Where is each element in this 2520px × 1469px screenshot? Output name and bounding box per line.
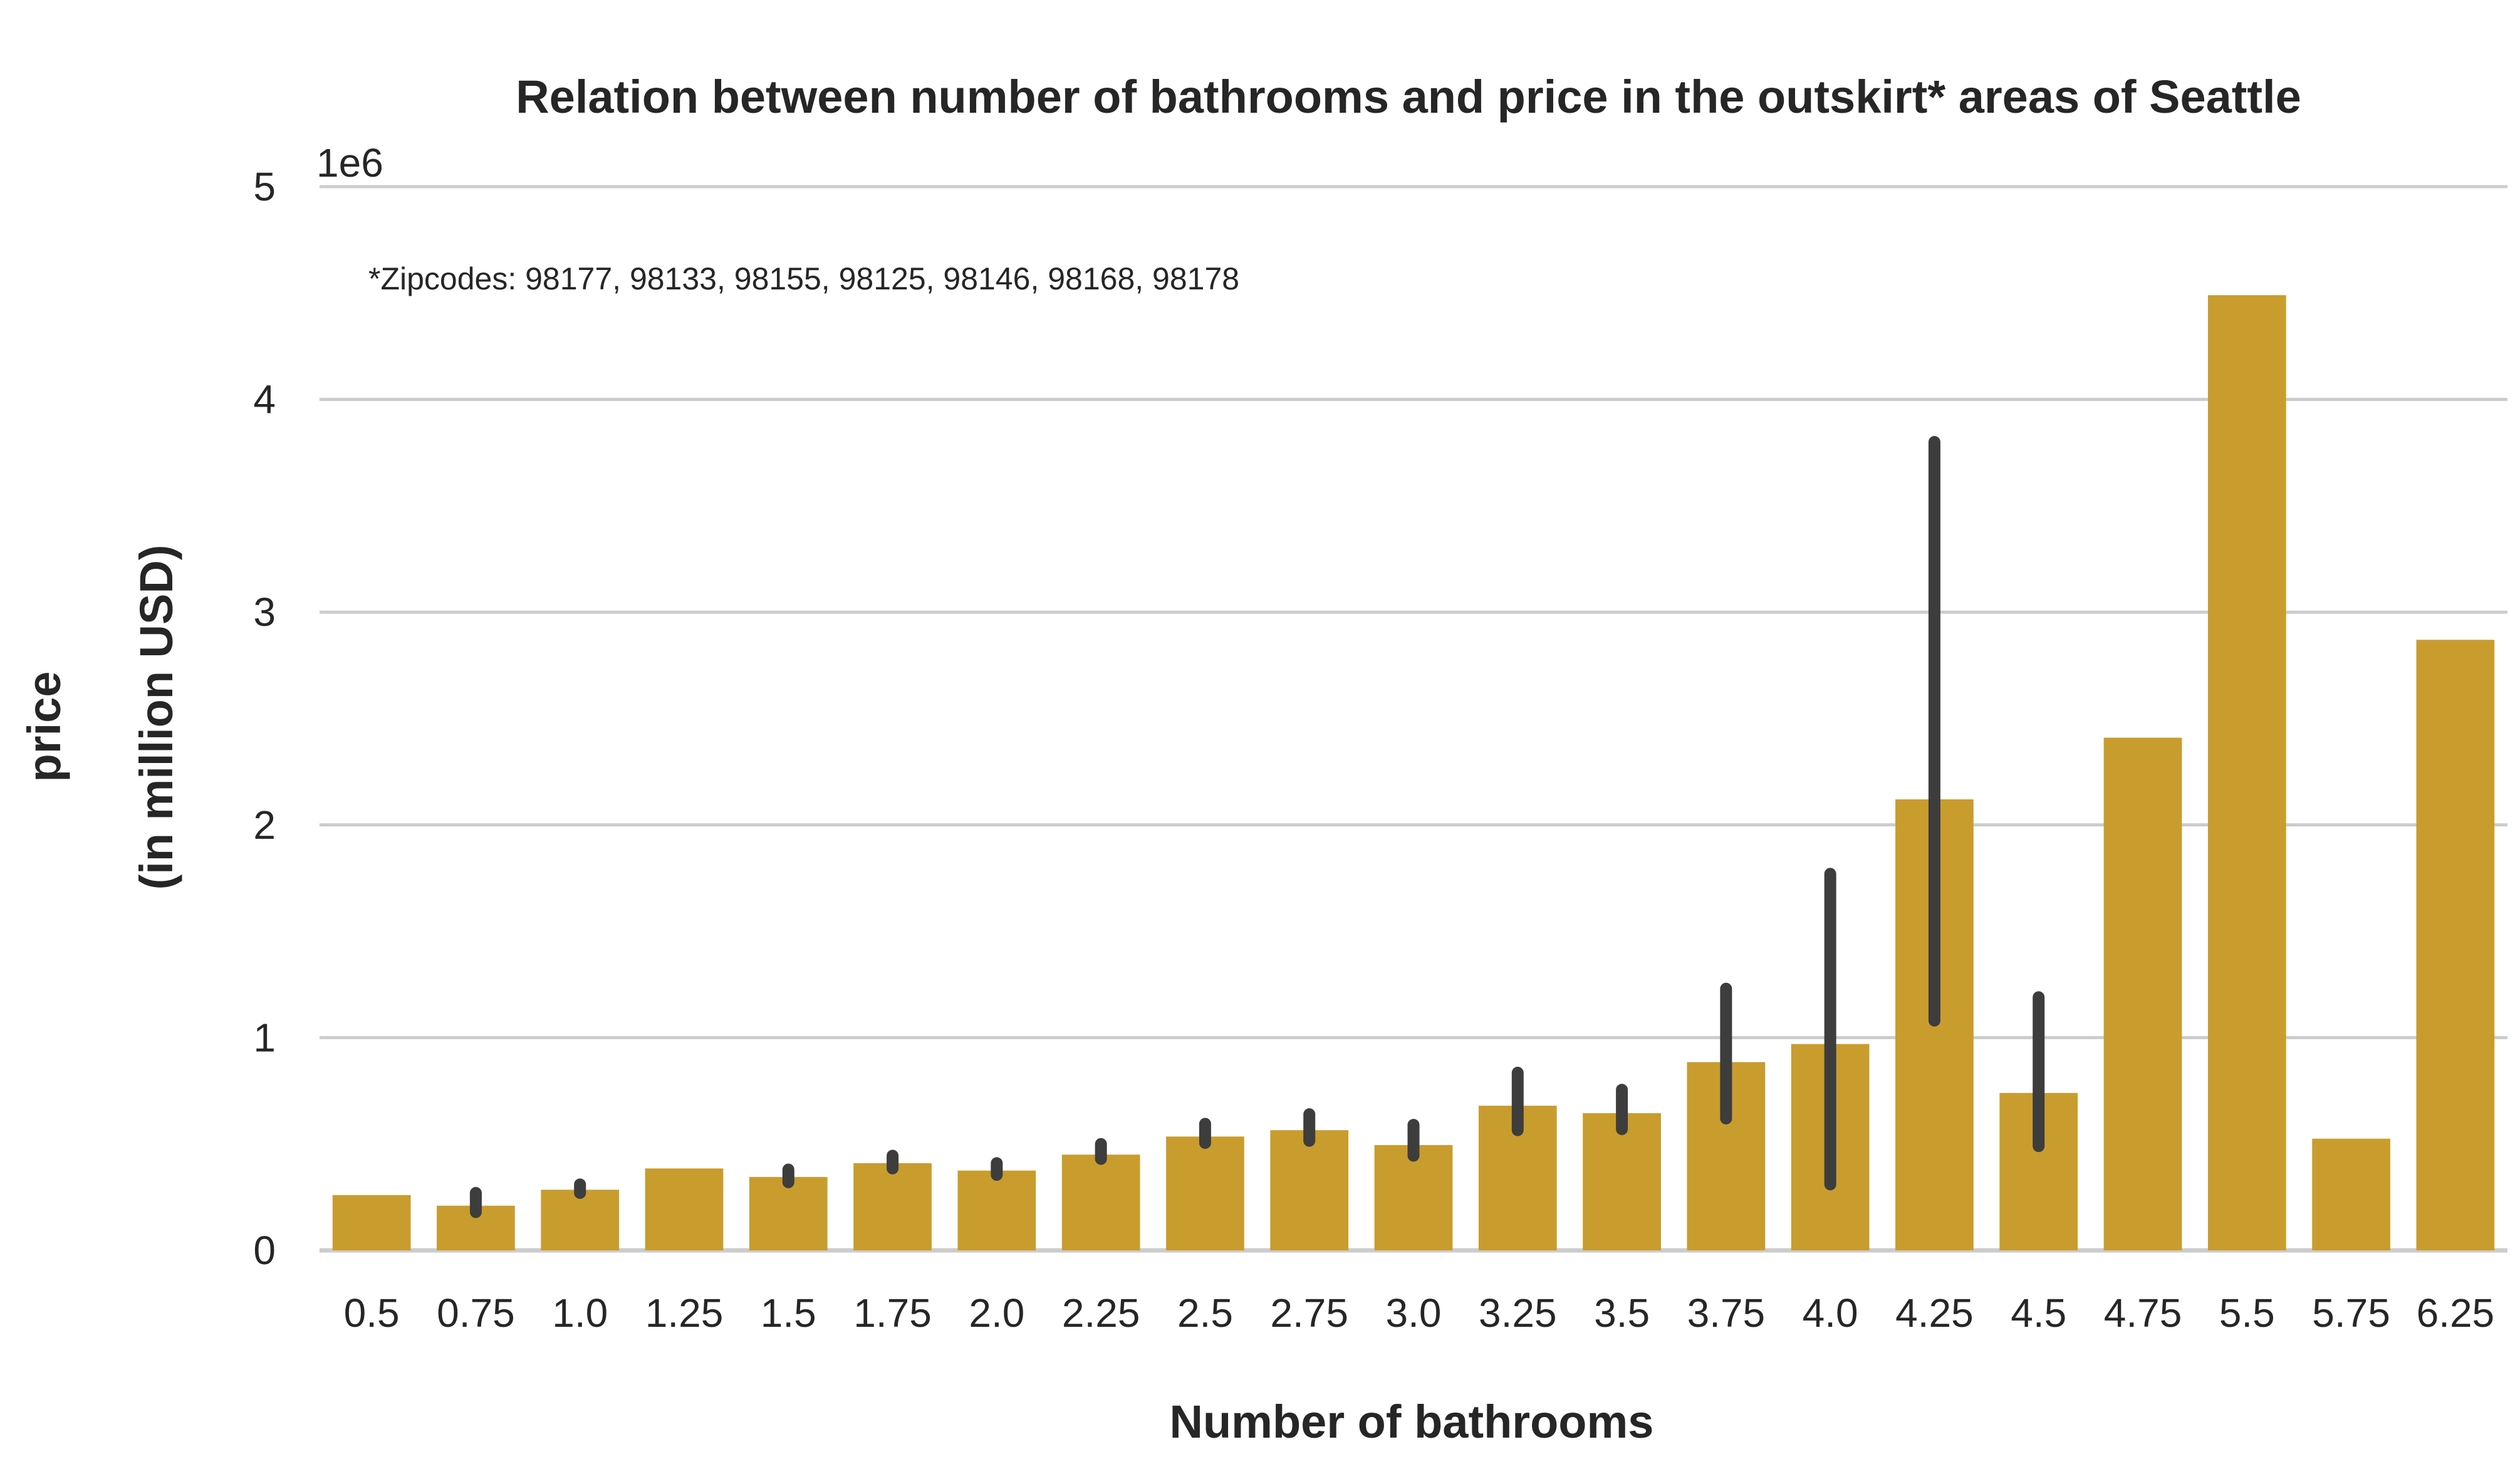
y-tick-label: 3 bbox=[253, 589, 276, 635]
bar bbox=[332, 1195, 411, 1250]
bar bbox=[2312, 1138, 2390, 1250]
x-tick-label: 2.5 bbox=[1177, 1290, 1233, 1336]
y-tick-label: 4 bbox=[253, 377, 276, 422]
zipcode-annotation: *Zipcodes: 98177, 98133, 98155, 98125, 9… bbox=[368, 261, 1239, 296]
y-axis-label-line2: (in million USD) bbox=[130, 545, 182, 890]
chart-title: Relation between number of bathrooms and… bbox=[516, 71, 2301, 123]
x-tick-label: 2.25 bbox=[1062, 1290, 1140, 1336]
x-tick-label: 6.25 bbox=[2417, 1290, 2495, 1336]
x-tick-label: 3.75 bbox=[1687, 1290, 1766, 1336]
x-tick-label: 1.5 bbox=[761, 1290, 816, 1336]
x-tick-label: 3.5 bbox=[1594, 1290, 1650, 1336]
y-tick-label: 2 bbox=[253, 802, 276, 848]
x-axis-label: Number of bathrooms bbox=[1170, 1396, 1654, 1448]
bar bbox=[1583, 1113, 1661, 1250]
bar bbox=[1270, 1130, 1349, 1250]
x-tick-label: 1.75 bbox=[853, 1290, 932, 1336]
x-tick-label: 0.75 bbox=[437, 1290, 515, 1336]
x-tick-label: 3.25 bbox=[1479, 1290, 1557, 1336]
bars bbox=[332, 295, 2495, 1250]
error-bars bbox=[469, 436, 2045, 1218]
x-tick-label: 4.75 bbox=[2104, 1290, 2182, 1336]
bar bbox=[2207, 295, 2286, 1250]
y-axis-label-line1: price bbox=[18, 672, 70, 782]
bar bbox=[2103, 737, 2182, 1250]
bar bbox=[541, 1190, 620, 1250]
y-tick-labels: 0 1 2 3 4 5 bbox=[253, 164, 276, 1273]
x-tick-label: 5.5 bbox=[2219, 1290, 2275, 1336]
bar bbox=[749, 1176, 828, 1250]
x-tick-label: 4.25 bbox=[1895, 1290, 1974, 1336]
bar bbox=[1166, 1136, 1244, 1250]
y-tick-label: 5 bbox=[253, 164, 276, 209]
bar bbox=[957, 1170, 1036, 1250]
x-tick-label: 0.5 bbox=[344, 1290, 400, 1336]
bar bbox=[1061, 1155, 1140, 1250]
bar bbox=[853, 1163, 932, 1250]
x-tick-label: 2.0 bbox=[969, 1290, 1024, 1336]
x-tick-label: 5.75 bbox=[2312, 1290, 2390, 1336]
y-tick-label: 0 bbox=[253, 1228, 276, 1273]
x-tick-label: 2.75 bbox=[1270, 1290, 1348, 1336]
x-tick-label: 4.5 bbox=[2011, 1290, 2066, 1336]
x-tick-label: 1.25 bbox=[645, 1290, 724, 1336]
y-offset-label: 1e6 bbox=[316, 140, 383, 185]
x-tick-label: 4.0 bbox=[1803, 1290, 1858, 1336]
x-tick-label: 1.0 bbox=[552, 1290, 608, 1336]
bar bbox=[2416, 640, 2495, 1250]
x-tick-labels: 0.5 0.75 1.0 1.25 1.5 1.75 2.0 2.25 2.5 2.75 3.0 3.… bbox=[344, 1290, 2494, 1336]
y-tick-label: 1 bbox=[253, 1015, 276, 1060]
bar bbox=[645, 1168, 724, 1250]
x-tick-label: 3.0 bbox=[1386, 1290, 1442, 1336]
bar bbox=[1374, 1145, 1453, 1250]
